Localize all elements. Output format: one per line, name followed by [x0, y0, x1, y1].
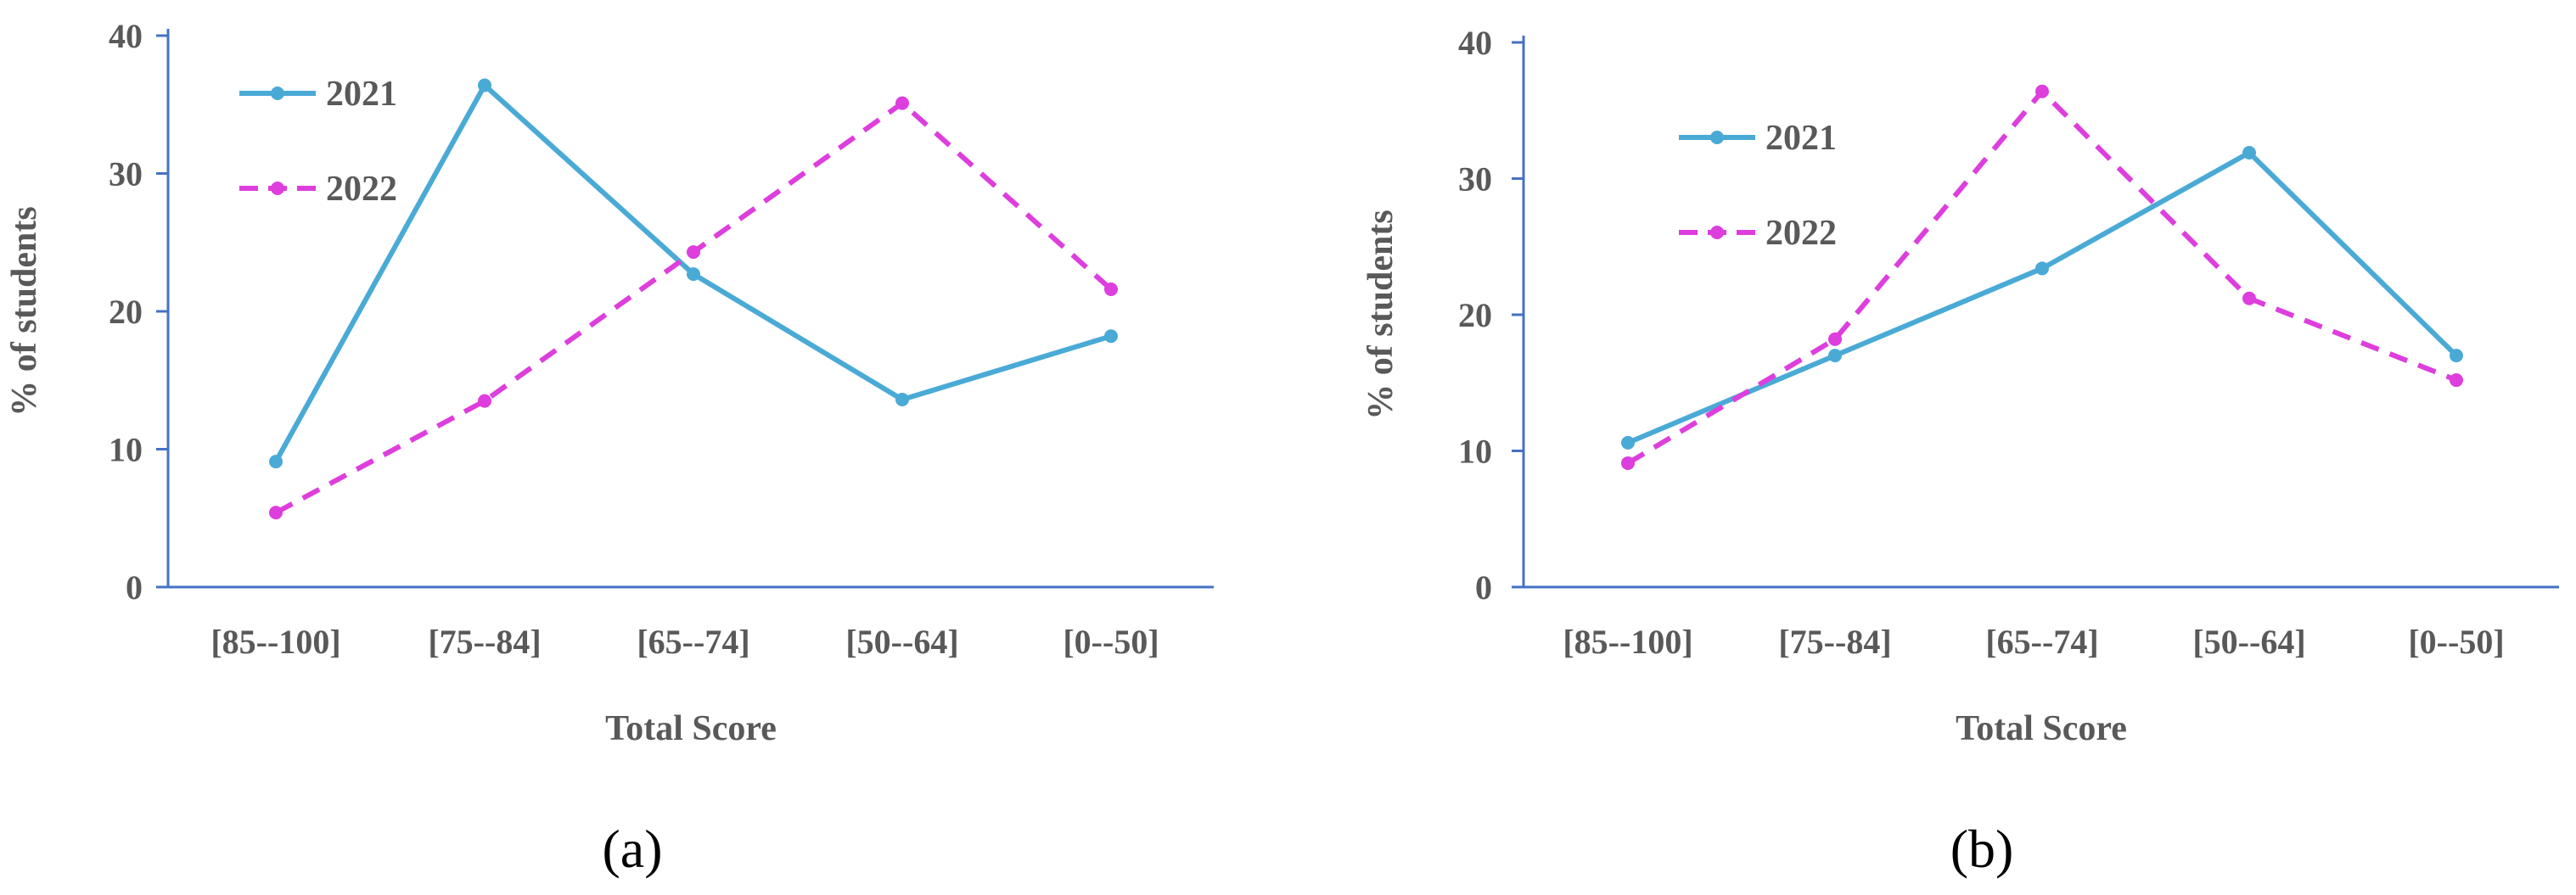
y-tick-label: 0 — [1475, 568, 1492, 607]
series-line-2021 — [1626, 150, 2459, 445]
y-tick-label: 20 — [1458, 296, 1492, 334]
y-tick-label: 30 — [109, 155, 143, 193]
x-tick-label: [0--50] — [2408, 623, 2504, 661]
data-point-2022-3 — [2035, 84, 2049, 98]
data-point-2021-4 — [2242, 146, 2256, 160]
data-point-2022-2 — [478, 394, 491, 408]
data-point-2021-5 — [1104, 329, 1118, 344]
x-tick-label: [65--74] — [1985, 623, 2098, 661]
panel-a-caption: (a) — [602, 819, 662, 879]
y-tick-label: 40 — [109, 17, 143, 55]
series-line-2022 — [274, 100, 1113, 515]
data-point-2022-5 — [1104, 282, 1118, 296]
y-tick-label: 30 — [1458, 160, 1492, 199]
data-point-2022-5 — [2450, 373, 2463, 388]
x-tick-label: [0--50] — [1063, 623, 1159, 661]
y-axis-title: % of students — [5, 206, 44, 416]
x-tick-label: [85--100] — [210, 623, 340, 661]
data-point-2022-3 — [687, 245, 700, 260]
x-tick-label: [50--64] — [845, 623, 958, 661]
data-point-2021-1 — [269, 455, 283, 469]
data-point-2022-1 — [269, 506, 283, 520]
data-point-2021-4 — [895, 393, 909, 406]
data-point-2022-4 — [895, 96, 909, 110]
y-tick-label: 0 — [126, 568, 143, 607]
y-tick-label: 10 — [109, 431, 143, 469]
legend-label-2021: 2021 — [326, 75, 397, 114]
data-point-2021-2 — [478, 78, 491, 92]
y-tick-label: 40 — [1458, 24, 1492, 62]
y-tick-label: 20 — [109, 293, 143, 331]
chart-panel-b: 0 10 20 30 40 [85--100] [75--84] [65--74] [50--6… — [1361, 24, 2559, 748]
data-point-2021-3 — [2035, 261, 2049, 276]
data-point-2021-3 — [687, 267, 700, 282]
data-point-2021-2 — [1828, 349, 1842, 363]
x-tick-label: [75--84] — [428, 623, 541, 661]
legend-marker-2022 — [1710, 226, 1724, 239]
x-tick-label: [85--100] — [1563, 623, 1692, 661]
x-tick-label: [50--64] — [2192, 623, 2305, 661]
legend-label-2022: 2022 — [326, 170, 397, 209]
y-axis-title: % of students — [1361, 210, 1400, 419]
legend-marker-2021 — [271, 87, 284, 100]
data-point-2022-1 — [1621, 456, 1635, 470]
x-tick-label: [75--84] — [1778, 623, 1891, 661]
x-axis-title: Total Score — [605, 709, 777, 748]
legend-label-2022: 2022 — [1765, 214, 1837, 253]
chart-panel-a: 0 10 20 30 40 [85--100] [75--84] [65--74] [50--6… — [5, 17, 1214, 748]
legend-marker-2021 — [1710, 131, 1724, 144]
data-point-2021-5 — [2450, 349, 2463, 363]
data-point-2021-1 — [1621, 435, 1635, 450]
panel-b-caption: (b) — [1950, 819, 2014, 879]
legend-marker-2022 — [271, 182, 284, 195]
x-tick-label: [65--74] — [637, 623, 749, 661]
series-line-2022 — [1626, 88, 2458, 466]
x-axis-title: Total Score — [1956, 709, 2127, 748]
data-point-2022-4 — [2242, 291, 2256, 305]
data-point-2022-2 — [1828, 332, 1842, 346]
y-tick-label: 10 — [1458, 433, 1492, 471]
legend-label-2021: 2021 — [1765, 119, 1837, 158]
